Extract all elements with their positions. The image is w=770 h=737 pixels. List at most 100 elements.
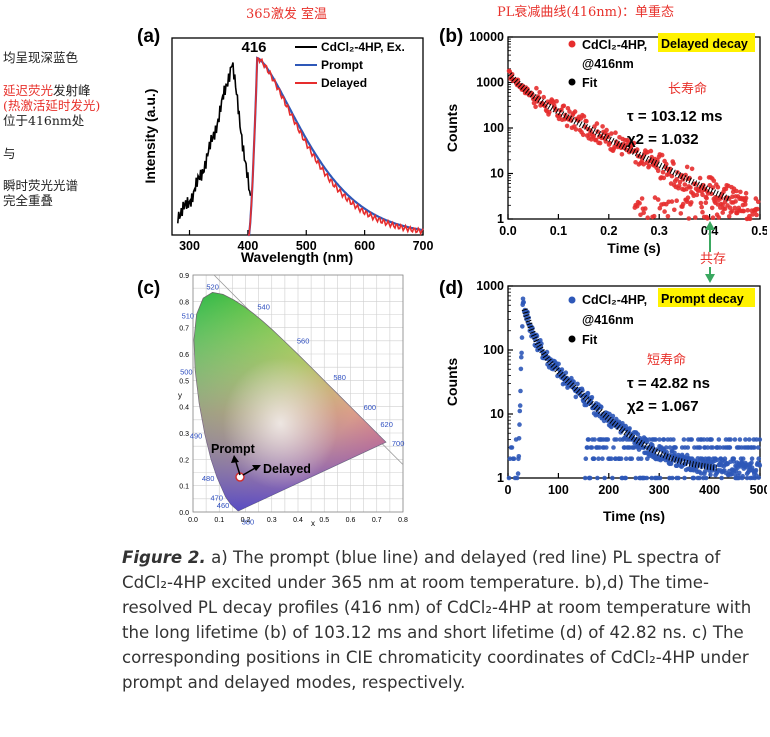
d-point <box>703 475 709 481</box>
d-point <box>747 437 752 442</box>
d-point <box>740 456 746 461</box>
d-ytick-label-0: 1 <box>497 471 504 485</box>
b-point <box>655 168 661 174</box>
d-point <box>661 437 667 442</box>
b-point <box>648 148 654 154</box>
panel-a-xticks: 300 400 500 600 700 <box>179 230 433 253</box>
d-point <box>520 324 525 329</box>
b-point <box>677 179 683 185</box>
panel-d-ticks: 0 100 200 300 400 500 1 10 100 1000 <box>476 279 767 497</box>
legend-b-sample: CdCl₂-4HP, <box>582 38 647 52</box>
panel-b-tau: τ = 103.12 ms <box>627 108 723 125</box>
b-xtick-label-3: 0.3 <box>651 224 668 238</box>
b-point <box>657 205 663 211</box>
b-point <box>561 103 567 109</box>
b-point <box>693 215 698 220</box>
d-point <box>743 437 748 442</box>
cie-wl-560: 560 <box>297 337 310 346</box>
cie-delayed-label: Delayed <box>263 462 311 476</box>
d-point <box>623 456 629 461</box>
d-point <box>556 361 561 367</box>
cie-xtick-5: 0.5 <box>319 517 329 524</box>
b-point <box>661 175 667 181</box>
b-point <box>754 212 759 218</box>
short-life-note: 短寿命 <box>647 352 686 367</box>
b-point <box>745 208 750 213</box>
b-point <box>676 183 682 189</box>
b-ytick-label-0: 1 <box>497 212 504 226</box>
cie-xtick-8: 0.8 <box>398 517 408 524</box>
cie-wl-580: 580 <box>333 373 346 382</box>
note-pl-decay: PL衰减曲线(416nm)：单重态 <box>497 5 675 20</box>
legend-d-marker <box>568 296 576 304</box>
d-point <box>604 445 609 450</box>
cie-xtick-4: 0.4 <box>293 517 303 524</box>
panel-d-chi: χ2 = 1.067 <box>627 398 699 415</box>
b-point <box>534 85 539 91</box>
d-point <box>611 445 616 450</box>
d-point <box>707 456 712 461</box>
b-point <box>698 200 704 206</box>
d-point <box>571 379 576 384</box>
cie-xtick-2: 0.2 <box>241 517 251 524</box>
b-point <box>732 205 738 211</box>
legend-d-fit: Fit <box>582 333 598 347</box>
b-ytick-label-3: 1000 <box>476 76 504 90</box>
d-point <box>515 471 521 476</box>
figure-caption: Figure 2. a) The prompt (blue line) and … <box>122 545 762 695</box>
panel-d-tau: τ = 42.82 ns <box>627 375 710 392</box>
b-point <box>634 147 640 152</box>
d-point <box>517 422 522 427</box>
a-xtick-label-2: 500 <box>296 239 317 253</box>
b-point <box>671 161 676 166</box>
b-point <box>707 183 713 188</box>
cie-ytick-1: 0.1 <box>179 484 189 491</box>
b-point <box>689 200 694 205</box>
cie-xtick-6: 0.6 <box>346 517 356 524</box>
legend-d-highlight: Prompt decay <box>661 292 744 306</box>
b-point <box>682 182 688 187</box>
b-point <box>659 152 665 158</box>
d-point <box>676 475 681 481</box>
b-point <box>594 121 600 126</box>
b-point <box>709 191 714 197</box>
b-point <box>643 206 648 211</box>
note-and: 与 <box>3 146 16 161</box>
d-point <box>755 445 761 450</box>
a-xtick-label-1: 400 <box>237 239 258 253</box>
cie-ytick-2: 0.2 <box>179 457 189 464</box>
b-point <box>727 205 733 210</box>
b-point <box>567 109 572 114</box>
d-point <box>657 437 662 442</box>
b-point <box>715 184 721 190</box>
b-point <box>689 166 695 172</box>
b-point <box>665 214 671 219</box>
cie-wl-620: 620 <box>380 420 393 429</box>
b-point <box>564 123 570 129</box>
b-point <box>743 190 749 196</box>
legend-delayed-text: Delayed <box>321 76 367 90</box>
d-point <box>740 473 745 479</box>
d-point <box>753 468 759 473</box>
b-point <box>626 140 631 145</box>
d-point <box>672 450 677 456</box>
panel-a-frame <box>171 37 424 236</box>
b-point <box>660 169 666 175</box>
d-point <box>757 437 763 442</box>
note-overlap: 完全重叠 <box>3 193 54 208</box>
delayed-curve <box>247 56 424 236</box>
b-point <box>533 104 538 110</box>
a-xtick-label-4: 700 <box>413 239 434 253</box>
b-point <box>639 196 645 201</box>
d-point <box>519 350 524 356</box>
d-point <box>752 445 757 450</box>
b-point <box>755 199 761 205</box>
d-point <box>602 475 607 481</box>
b-xtick-label-2: 0.2 <box>600 224 617 238</box>
d-point <box>518 366 524 372</box>
b-point <box>743 202 748 207</box>
panel-b-chi: χ2 = 1.032 <box>627 131 699 148</box>
b-point <box>711 178 717 183</box>
